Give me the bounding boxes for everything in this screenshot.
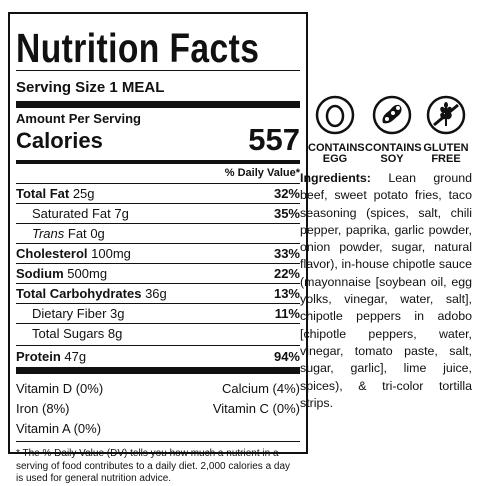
nutrient-row: Cholesterol 100mg 33% [16,244,300,264]
badge: CONTAINS SOY [364,95,422,165]
vitamin-row: Vitamin D (0%) Calcium (4%) [16,379,300,399]
badge: CONTAINS EGG [307,95,365,165]
nutrient-row: Saturated Fat 7g 35% [16,204,300,224]
nutrient-row: Sodium 500mg 22% [16,264,300,284]
title: Nutrition Facts [16,25,260,71]
nutrient-row: Trans Fat 0g [16,224,300,244]
nutrient-amount: 8g [107,326,123,341]
rule [16,101,300,108]
nutrition-label: Nutrition Facts Serving Size 1 MEAL Amou… [8,12,308,484]
nutrient-dv: 32% [273,186,300,201]
vitamin: Calcium (4%) [221,381,300,396]
calories-label: Calories [16,128,103,153]
nutrient-name: Total Fat [16,186,70,201]
badge: GLUTEN FREE [418,95,474,165]
soy-icon [372,95,412,135]
nutrient-amount: 7g [114,206,129,221]
nutrient-dv: 94% [273,349,300,364]
nutrient-amount: 47g [64,349,87,364]
ingredients-label: Ingredients: [300,171,371,185]
nutrient-dv: 13% [273,286,300,301]
nutrient-dv: 35% [273,206,300,221]
nutrient-name: Cholesterol [16,246,88,261]
nutrient-name: Sodium [16,266,64,281]
ingredients: Ingredients: Lean ground beef, sweet pot… [300,170,472,412]
serving-size: Serving Size 1 MEAL [16,79,165,96]
rule [16,441,300,442]
nutrient-amount: 100mg [91,246,131,261]
nutrient-row: Total Fat 25g 32% [16,184,300,204]
nutrient-amount: 500mg [67,266,108,281]
page: Nutrition Facts Serving Size 1 MEAL Amou… [8,12,474,484]
nutrient-dv: 33% [273,246,300,261]
nutrient-name: Fat [67,226,87,241]
vitamin: Vitamin D (0%) [16,381,104,396]
badge-label: CONTAINS EGG [308,142,365,165]
nutrient-row: Total Sugars 8g [16,324,300,343]
nutrient-name: Protein [16,349,61,364]
vitamin: Vitamin C (0%) [212,401,300,416]
amount-per-serving: Amount Per Serving [16,111,141,126]
footnote: * The % Daily Value (DV) tells you how m… [16,448,291,484]
nutrient-row: Protein 47g 94% [16,345,300,367]
calories-row: Calories 557 [16,122,300,157]
ingredients-text: Lean ground beef, sweet potato fries, ta… [300,171,472,410]
badge-label: CONTAINS SOY [365,142,422,165]
nutrient-amount: 25g [72,186,95,201]
nutrient-dv: 22% [273,266,300,281]
daily-value-header: % Daily Value* [16,164,300,184]
nutrient-name: Total Carbohydrates [16,286,142,301]
nutrient-row: Total Carbohydrates 36g 13% [16,284,300,304]
badge-label: GLUTEN FREE [423,142,469,165]
nutrient-name: Saturated Fat [32,206,111,221]
vitamin: Vitamin A (0%) [16,421,102,436]
nutrient-amount: 3g [110,306,125,321]
nutrient-dv: 11% [274,306,300,321]
vitamin: Iron (8%) [16,401,70,416]
nutrient-name: Total Sugars [32,326,105,341]
nutrient-prefix: Trans [32,226,65,241]
vitamin-row: Vitamin A (0%) [16,419,300,439]
gluten-icon [426,95,466,135]
rule [16,160,300,164]
calories-value: 557 [248,122,300,157]
nutrient-row: Dietary Fiber 3g 11% [16,304,300,324]
nutrient-name: Dietary Fiber [32,306,107,321]
vitamin-row: Iron (8%) Vitamin C (0%) [16,399,300,419]
rule [16,70,300,71]
nutrient-amount: 36g [145,286,167,301]
egg-icon [315,95,355,135]
nutrient-amount: 0g [90,226,105,241]
rule [16,367,300,374]
